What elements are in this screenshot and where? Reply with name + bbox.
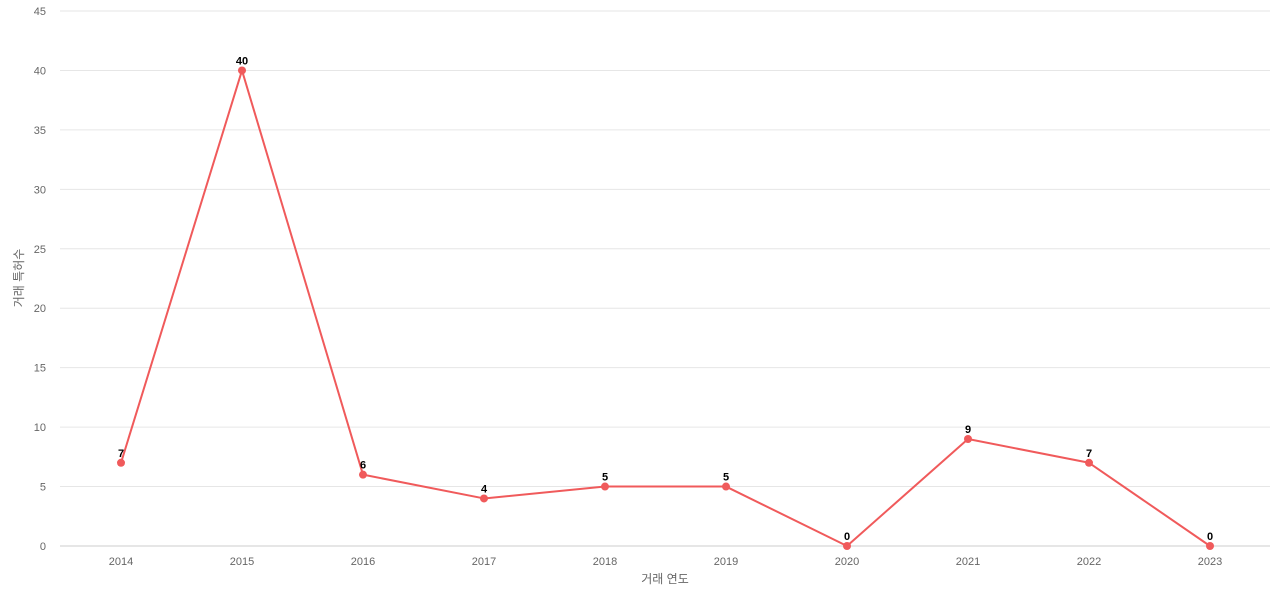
x-tick-label: 2022 [1077, 556, 1101, 568]
y-axis-ticks: 0 5 10 15 20 25 30 35 40 45 [34, 6, 46, 553]
y-tick-label: 15 [34, 363, 46, 375]
data-label: 0 [1207, 531, 1213, 543]
data-label: 4 [481, 483, 488, 495]
x-tick-label: 2017 [472, 556, 496, 568]
x-tick-label: 2021 [956, 556, 980, 568]
data-point [1206, 542, 1214, 550]
x-tick-label: 2016 [351, 556, 375, 568]
data-point [722, 482, 730, 491]
data-point [117, 458, 125, 467]
y-tick-label: 20 [34, 303, 46, 315]
data-label: 5 [723, 472, 729, 484]
x-tick-label: 2018 [593, 556, 617, 568]
data-label: 7 [118, 448, 124, 460]
y-tick-label: 5 [40, 482, 46, 494]
data-label: 40 [236, 55, 248, 67]
grid-lines [60, 10, 1270, 547]
data-labels: 7 40 6 4 5 5 0 9 7 0 [118, 55, 1213, 543]
x-axis-ticks: 2014 2015 2016 2017 2018 2019 2020 2021 2022 2023 [109, 556, 1222, 568]
x-tick-label: 2019 [714, 556, 738, 568]
x-tick-label: 2023 [1198, 556, 1222, 568]
y-tick-label: 45 [34, 6, 46, 18]
data-point [843, 542, 851, 550]
data-label: 9 [965, 424, 971, 436]
x-axis-title: 거래 연도 [641, 572, 689, 586]
series-line [120, 69, 1211, 547]
y-tick-label: 25 [34, 244, 46, 256]
series-line-path [120, 69, 1211, 547]
data-label: 6 [360, 460, 366, 472]
x-tick-label: 2014 [109, 556, 133, 568]
data-point [601, 482, 609, 491]
y-tick-label: 0 [40, 541, 46, 553]
data-label: 5 [602, 472, 608, 484]
y-tick-label: 10 [34, 422, 46, 434]
x-tick-label: 2015 [230, 556, 254, 568]
data-point [359, 470, 367, 479]
y-axis-title: 거래 특허수 [12, 249, 26, 308]
y-tick-label: 40 [34, 65, 46, 77]
data-point [964, 435, 972, 443]
y-tick-label: 35 [34, 125, 46, 137]
x-tick-label: 2020 [835, 556, 859, 568]
data-point [480, 494, 488, 503]
data-points [117, 66, 1214, 550]
data-label: 0 [844, 531, 850, 543]
y-tick-label: 30 [34, 184, 46, 196]
data-label: 7 [1086, 448, 1092, 460]
data-point [1085, 458, 1093, 467]
data-point [238, 66, 246, 75]
